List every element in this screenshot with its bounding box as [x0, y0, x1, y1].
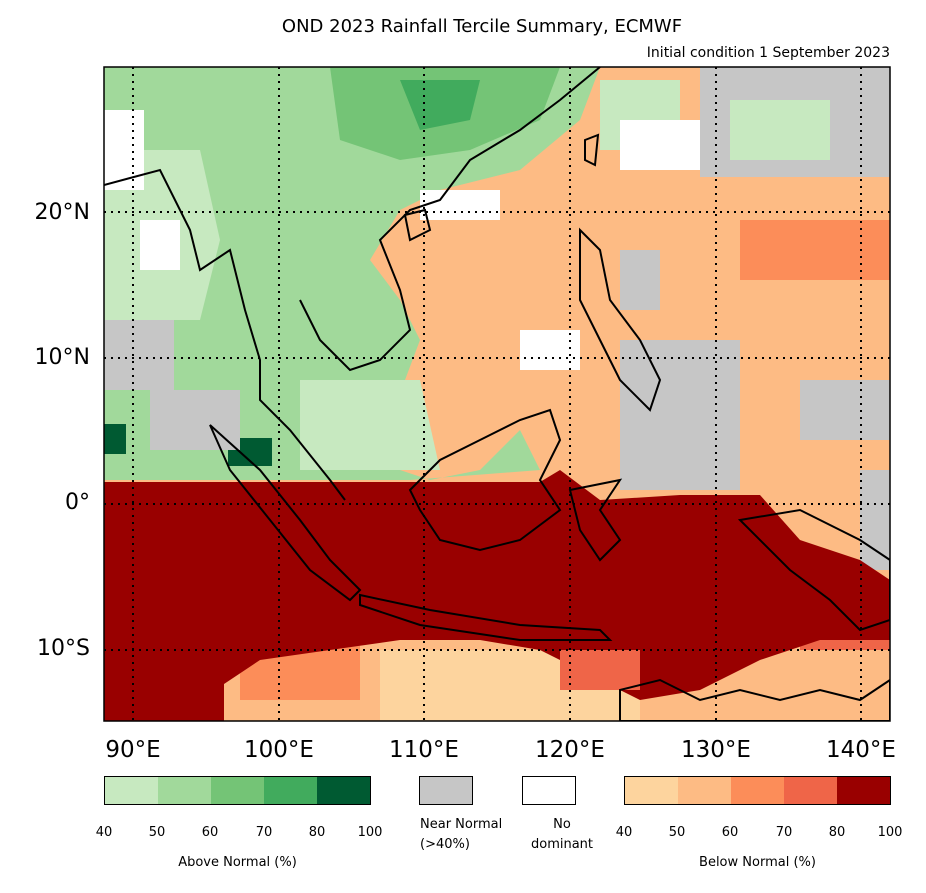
tick-below-40: 40 — [615, 825, 633, 840]
swatch-below-70 — [784, 777, 837, 804]
coast-newguinea — [737, 508, 890, 632]
region-no-dominant-3 — [620, 120, 700, 170]
near-normal-label-2: (>40%) — [420, 837, 470, 852]
region-no-dominant-2 — [420, 190, 500, 220]
tick-above-60: 60 — [201, 825, 219, 840]
tick-above-50: 50 — [148, 825, 166, 840]
near-normal-fill — [420, 777, 472, 804]
chart-subtitle: Initial condition 1 September 2023 — [646, 45, 890, 61]
coast-sulawesi — [568, 478, 623, 562]
swatch-below-80 — [837, 777, 890, 804]
chart-title: OND 2023 Rainfall Tercile Summary, ECMWF — [281, 16, 683, 37]
lat-label-0: 0° — [65, 490, 90, 515]
region-near-normal-1 — [104, 320, 174, 390]
region-near-normal-3 — [620, 340, 740, 490]
swatch-below-50 — [678, 777, 731, 804]
colorbar-above-normal — [104, 776, 371, 805]
region-below-normal-max — [104, 470, 890, 721]
lon-label-140e: 140°E — [826, 737, 896, 763]
map-frame — [103, 66, 891, 722]
lat-label-10n: 10°N — [34, 345, 90, 370]
lon-label-110e: 110°E — [389, 737, 459, 763]
lat-label-20n: 20°N — [34, 200, 90, 225]
region-near-normal-5 — [620, 250, 660, 310]
coast-mainland — [104, 67, 601, 501]
region-near-normal-2 — [150, 390, 240, 450]
swatch-above-50 — [158, 777, 211, 804]
lon-label-130e: 130°E — [681, 737, 751, 763]
region-near-normal-7 — [860, 470, 890, 570]
swatch-no-dominant — [522, 776, 576, 805]
coast-taiwan — [584, 133, 600, 167]
region-no-dominant-1 — [140, 220, 180, 270]
tick-above-100: 100 — [357, 825, 383, 840]
lat-label-10s: 10°S — [37, 636, 90, 661]
swatch-near-normal — [419, 776, 473, 805]
swatch-below-40 — [625, 777, 678, 804]
region-above-normal-strong — [400, 80, 480, 130]
no-dominant-label-2: dominant — [530, 837, 594, 852]
tick-below-80: 80 — [828, 825, 846, 840]
no-dominant-fill — [523, 777, 575, 804]
tick-above-70: 70 — [255, 825, 273, 840]
swatch-above-40 — [105, 777, 158, 804]
region-near-normal-6 — [800, 380, 890, 440]
region-no-dominant-5 — [104, 110, 144, 190]
coast-philippines — [579, 227, 662, 412]
tick-below-50: 50 — [668, 825, 686, 840]
region-below-normal-max-w — [104, 640, 224, 721]
region-above-normal-ne-2 — [730, 100, 830, 160]
lon-label-100e: 100°E — [244, 737, 314, 763]
tick-below-100: 100 — [877, 825, 903, 840]
colorbar-below-title: Below Normal (%) — [699, 855, 816, 870]
swatch-below-60 — [731, 777, 784, 804]
swatch-above-60 — [211, 777, 264, 804]
coast-borneo — [408, 408, 562, 552]
no-dominant-label-1: No — [553, 817, 571, 832]
colorbar-above-title: Above Normal (%) — [178, 855, 297, 870]
tick-above-40: 40 — [95, 825, 113, 840]
region-below-normal-70-s — [560, 650, 640, 690]
tick-above-80: 80 — [308, 825, 326, 840]
coast-australia — [619, 678, 890, 721]
tick-below-70: 70 — [775, 825, 793, 840]
region-above-normal-mainland — [104, 67, 600, 480]
region-no-dominant-4 — [520, 330, 580, 370]
colorbar-below-normal — [624, 776, 891, 805]
region-below-normal-60 — [740, 220, 890, 280]
swatch-above-70 — [264, 777, 317, 804]
coast-hainan — [403, 208, 432, 242]
swatch-above-80 — [317, 777, 370, 804]
region-above-normal-max — [104, 424, 126, 454]
region-above-normal-light-2 — [300, 380, 440, 470]
coast-java — [359, 593, 613, 641]
tick-below-60: 60 — [721, 825, 739, 840]
near-normal-label-1: Near Normal — [420, 817, 503, 832]
lon-label-120e: 120°E — [535, 737, 605, 763]
lon-label-90e: 90°E — [105, 737, 161, 763]
